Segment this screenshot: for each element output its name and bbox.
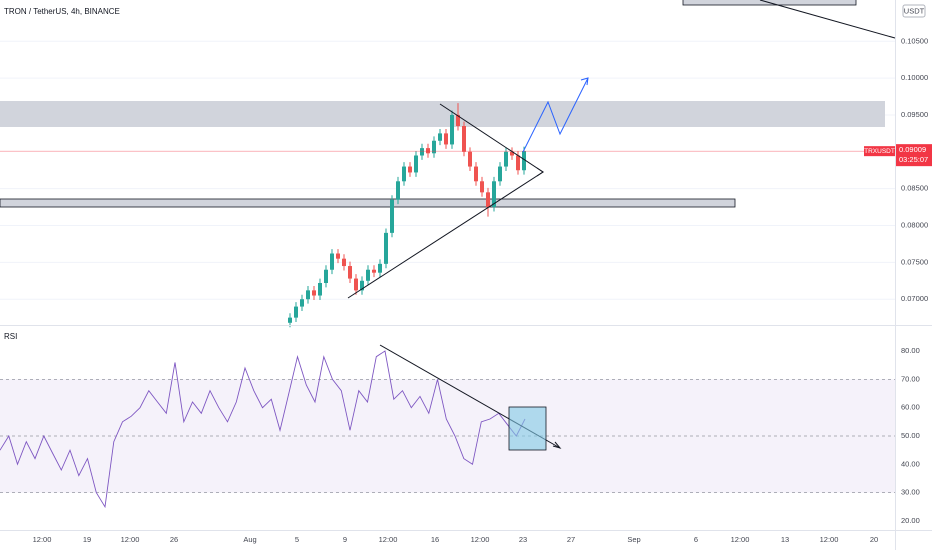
candle-body	[342, 258, 346, 267]
candle-body	[396, 181, 400, 200]
x-tick-label: 16	[431, 535, 439, 544]
candle-body	[444, 133, 448, 145]
unit-badge	[902, 4, 926, 18]
x-tick-label: 5	[295, 535, 299, 544]
arrow-head	[536, 167, 544, 177]
resistance-zone	[0, 101, 885, 127]
y-tick-label: 0.08000	[901, 220, 928, 229]
candle-body	[384, 232, 388, 264]
y-tick-label: 0.07000	[901, 294, 928, 303]
candle-body	[480, 181, 484, 193]
candle-body	[414, 155, 418, 173]
candle-body	[372, 269, 376, 273]
rsi-arrow-head	[552, 441, 562, 449]
x-tick-label: 23	[519, 535, 527, 544]
candle-body	[348, 266, 352, 279]
candle-body	[432, 140, 436, 154]
candle-body	[450, 114, 454, 145]
candle-body	[390, 199, 394, 233]
candle-body	[306, 290, 310, 300]
x-tick-label: 19	[83, 535, 91, 544]
y-tick-label: 0.10000	[901, 73, 928, 82]
support-zone	[0, 198, 736, 208]
candle-body	[516, 155, 520, 171]
rsi-line	[0, 350, 526, 509]
y-tick-label: 0.07500	[901, 257, 928, 266]
x-tick-label: 12:00	[731, 535, 750, 544]
candle-body	[510, 151, 514, 156]
candle-body	[402, 166, 406, 182]
candle-body	[336, 253, 340, 259]
projection-arrow	[580, 77, 589, 86]
y-tick-label: 0.10500	[901, 36, 928, 45]
y-tick-label: 60.00	[901, 403, 920, 412]
projection-path	[522, 77, 589, 153]
candle-body	[288, 317, 292, 323]
candle-body	[360, 280, 364, 291]
symbol-tag	[864, 146, 895, 157]
x-tick-label: Sep	[627, 535, 640, 544]
candle-body	[498, 166, 502, 182]
trend-line	[759, 0, 896, 39]
candle-body	[330, 253, 334, 270]
x-tick-label: 13	[781, 535, 789, 544]
y-tick-label: 40.00	[901, 459, 920, 468]
candle-body	[456, 114, 460, 127]
x-tick-label: 26	[170, 535, 178, 544]
candle-body	[474, 166, 478, 182]
chart-title: TRON / TetherUS, 4h, BINANCE	[4, 7, 120, 16]
candle-body	[462, 126, 466, 152]
candle-body	[312, 290, 316, 296]
candle-body	[354, 278, 358, 291]
x-tick-label: 12:00	[471, 535, 490, 544]
y-tick-label: 80.00	[901, 346, 920, 355]
x-tick-label: 12:00	[820, 535, 839, 544]
x-tick-label: Aug	[243, 535, 256, 544]
y-tick-label: 70.00	[901, 374, 920, 383]
x-tick-label: 12:00	[33, 535, 52, 544]
candle-body	[438, 133, 442, 141]
y-tick-label: 20.00	[901, 516, 920, 525]
candle-body	[468, 151, 472, 167]
last-price-label: 0.09009	[899, 145, 926, 154]
candle-body	[420, 148, 424, 156]
x-tick-label: 20	[870, 535, 878, 544]
y-tick-label: 50.00	[901, 431, 920, 440]
candle-body	[504, 151, 508, 167]
candle-body	[426, 148, 430, 154]
y-tick-label: 0.09500	[901, 110, 928, 119]
countdown-label: 03:25:07	[899, 155, 928, 164]
symbol-label: TRXUSDT	[864, 148, 895, 155]
rsi-box	[508, 406, 547, 451]
candle-body	[486, 192, 490, 208]
x-tick-label: 12:00	[379, 535, 398, 544]
y-tick-label: 30.00	[901, 488, 920, 497]
y-tick-label: 0.08500	[901, 184, 928, 193]
candle-body	[300, 299, 304, 307]
candle-body	[366, 269, 370, 281]
x-tick-label: 12:00	[121, 535, 140, 544]
x-tick-label: 9	[343, 535, 347, 544]
candle-body	[378, 263, 382, 273]
unit-label: USDT	[904, 6, 925, 15]
candle-body	[408, 166, 412, 173]
rsi-title: RSI	[4, 332, 17, 341]
x-tick-label: 27	[567, 535, 575, 544]
candle-body	[318, 282, 322, 296]
last-price-tag	[896, 144, 932, 167]
x-tick-label: 6	[694, 535, 698, 544]
candle-body	[324, 269, 328, 283]
candle-body	[492, 181, 496, 208]
candle-body	[522, 151, 526, 171]
candle-body	[294, 306, 298, 318]
